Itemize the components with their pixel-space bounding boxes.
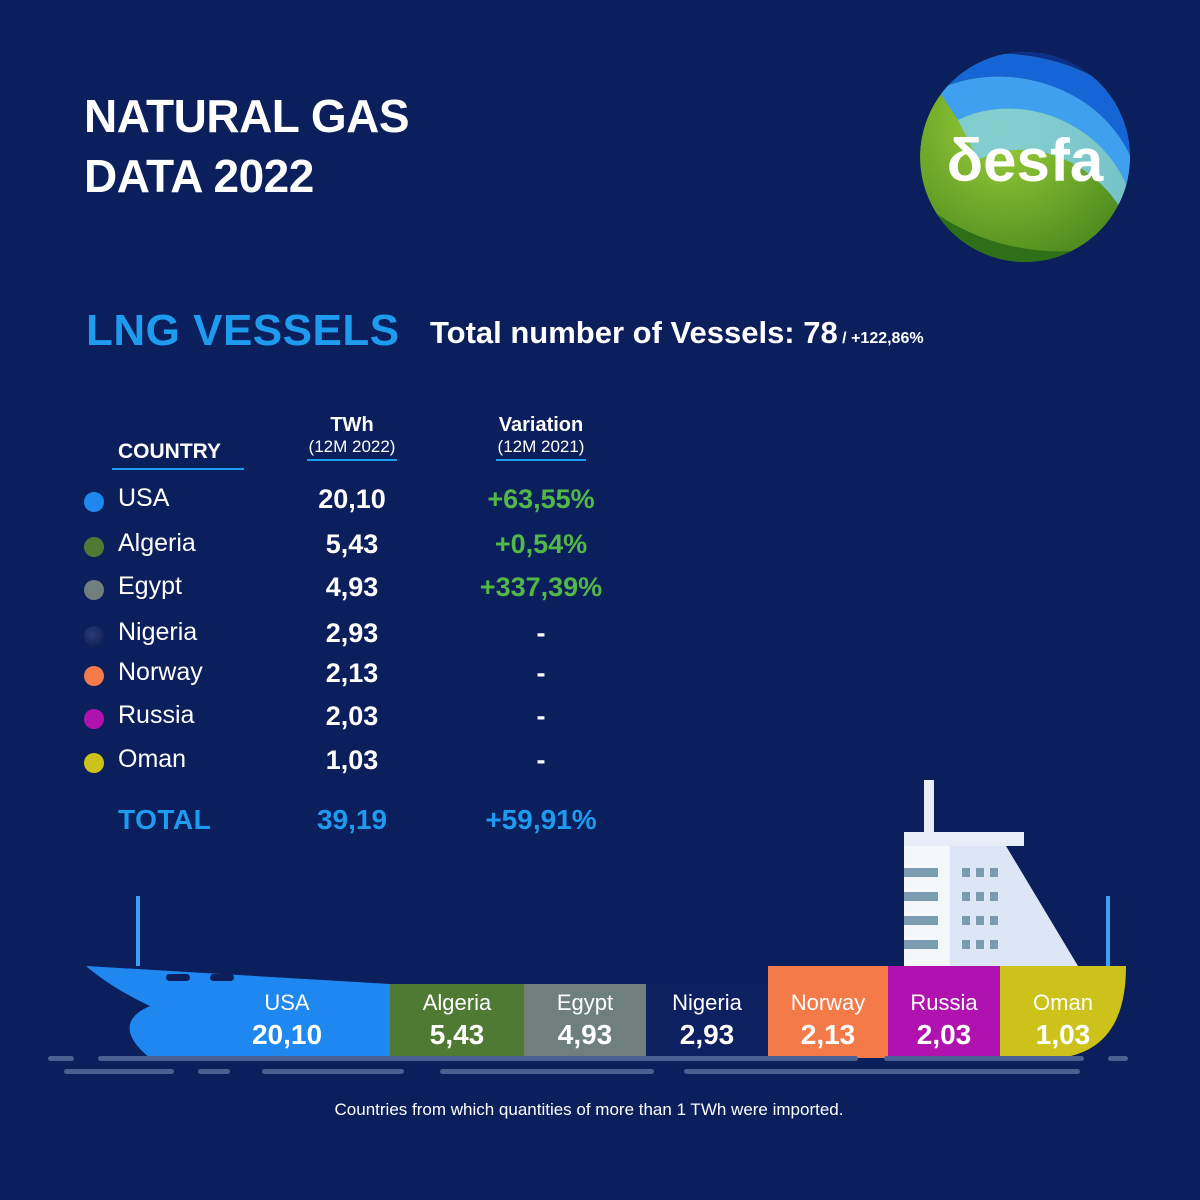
total-variation: +59,91% xyxy=(485,804,597,835)
waterline xyxy=(48,1056,1128,1074)
bar-value-label: 2,13 xyxy=(801,1019,856,1050)
table-row: Russia 2,03 - xyxy=(0,699,700,739)
bar-category-label: USA xyxy=(264,990,310,1015)
bow-mast xyxy=(136,896,140,966)
total-label: TOTAL xyxy=(118,804,212,835)
total-row: TOTAL 39,19 +59,91% xyxy=(0,802,700,842)
country-name: Norway xyxy=(118,658,203,686)
hull-bar-nigeria xyxy=(646,984,768,1058)
table-row: USA 20,10 +63,55% xyxy=(0,482,700,522)
desfa-logo: δesfa xyxy=(920,52,1130,262)
country-name: Russia xyxy=(118,701,195,729)
total-value: 39,19 xyxy=(316,804,388,835)
hull-bar-algeria xyxy=(390,984,524,1058)
total-vessels: Total number of Vessels: 78 / +122,86% xyxy=(430,315,924,351)
bar-value-label: 20,10 xyxy=(252,1019,322,1050)
bar-value-label: 1,03 xyxy=(1036,1019,1091,1050)
title-line-2: DATA 2022 xyxy=(84,150,314,202)
variation-value: - xyxy=(536,618,546,648)
variation-value: +0,54% xyxy=(494,529,588,559)
table-row: Egypt 4,93 +337,39% xyxy=(0,570,700,610)
bar-category-label: Algeria xyxy=(423,990,492,1015)
bar-category-label: Egypt xyxy=(557,990,613,1015)
twh-value: 1,03 xyxy=(325,745,379,775)
twh-value: 2,93 xyxy=(325,618,379,648)
portholes xyxy=(166,974,234,981)
legend-dot xyxy=(84,580,104,600)
country-name: Nigeria xyxy=(118,618,198,646)
hull-bar-norway xyxy=(768,966,888,1058)
legend-dot xyxy=(84,626,104,646)
table-row: Nigeria 2,93 - xyxy=(0,616,700,656)
twh-column-header: TWh (12M 2022) xyxy=(292,414,412,461)
bridge-roof xyxy=(904,832,1024,846)
total-vessels-variation: / +122,86% xyxy=(837,330,924,347)
legend-dot xyxy=(84,709,104,729)
bar-category-label: Nigeria xyxy=(672,990,742,1015)
legend-dot xyxy=(84,753,104,773)
hull-bar-egypt xyxy=(524,984,646,1058)
table-row: Algeria 5,43 +0,54% xyxy=(0,527,700,567)
table-row: Norway 2,13 - xyxy=(0,656,700,696)
total-vessels-label: Total number of Vessels: 78 xyxy=(430,315,838,350)
hull-bar-usa xyxy=(86,966,390,1058)
bar-category-label: Russia xyxy=(910,990,978,1015)
page-title: NATURAL GAS DATA 2022 xyxy=(84,86,410,206)
twh-header-label: TWh xyxy=(330,414,374,436)
twh-value: 5,43 xyxy=(325,529,379,559)
legend-dot xyxy=(84,492,104,512)
lng-ship-chart: USA 20,10 Algeria 5,43 Egypt 4,93 Nigeria 2,93 N… xyxy=(48,780,1128,1074)
twh-value: 2,13 xyxy=(325,658,379,688)
title-line-1: NATURAL GAS xyxy=(84,90,410,142)
country-name: USA xyxy=(118,484,170,512)
country-column-header: COUNTRY xyxy=(112,440,244,470)
section-title: LNG VESSELS xyxy=(86,306,400,355)
variation-value: - xyxy=(536,658,546,688)
bar-value-label: 4,93 xyxy=(558,1019,613,1050)
bar-value-label: 5,43 xyxy=(430,1019,485,1050)
bar-value-label: 2,03 xyxy=(917,1019,972,1050)
variation-value: +337,39% xyxy=(479,572,603,602)
country-name: Egypt xyxy=(118,572,182,600)
stern-mast xyxy=(1106,896,1110,966)
footnote: Countries from which quantities of more … xyxy=(334,1100,844,1119)
hull-bar-russia xyxy=(888,966,1000,1058)
variation-value: - xyxy=(536,745,546,775)
twh-value: 4,93 xyxy=(325,572,379,602)
bridge-windows xyxy=(904,868,998,949)
variation-value: - xyxy=(536,701,546,731)
bar-category-label: Norway xyxy=(791,990,866,1015)
country-name: Oman xyxy=(118,745,187,773)
legend-dot xyxy=(84,666,104,686)
legend-dot xyxy=(84,537,104,557)
variation-value: +63,55% xyxy=(487,484,595,514)
variation-column-header: Variation (12M 2021) xyxy=(451,414,631,461)
bar-category-label: Oman xyxy=(1033,990,1093,1015)
hull-bar-oman xyxy=(1000,966,1126,1058)
logo-text: δesfa xyxy=(947,127,1104,194)
variation-header-sub: (12M 2021) xyxy=(495,437,587,461)
country-name: Algeria xyxy=(118,529,196,557)
twh-value: 20,10 xyxy=(318,484,386,514)
bar-value-label: 2,93 xyxy=(680,1019,735,1050)
hull-segments: USA 20,10 Algeria 5,43 Egypt 4,93 Nigeria 2,93 N… xyxy=(86,966,1126,1058)
mast xyxy=(924,780,934,832)
variation-header-label: Variation xyxy=(498,414,584,436)
table-row: Oman 1,03 - xyxy=(0,743,700,783)
twh-header-sub: (12M 2022) xyxy=(306,437,398,461)
twh-value: 2,03 xyxy=(325,701,379,731)
